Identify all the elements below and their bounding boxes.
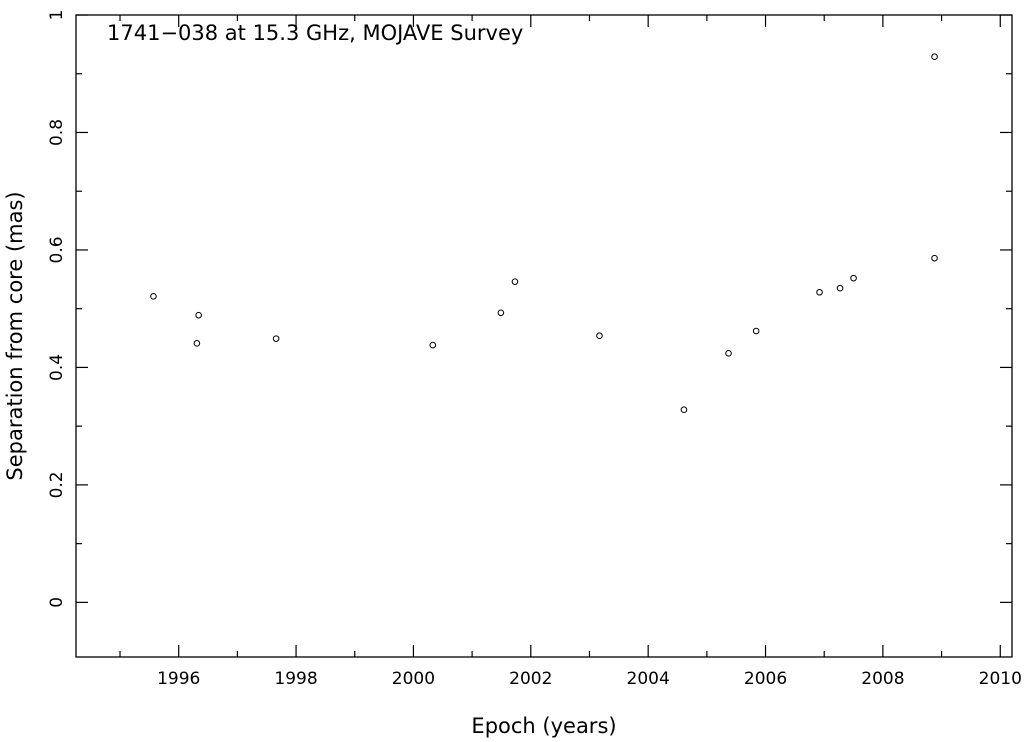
data-point xyxy=(193,340,201,347)
data-point xyxy=(497,309,505,317)
data-point xyxy=(836,284,844,292)
y-tick-label: 1 xyxy=(47,10,67,21)
x-axis-label: Epoch (years) xyxy=(471,714,616,738)
y-axis-label: Separation from core (mas) xyxy=(3,191,27,480)
data-point xyxy=(195,311,202,319)
y-tick-label: 0.6 xyxy=(47,236,67,263)
y-tick-label: 0.4 xyxy=(47,354,67,381)
data-points xyxy=(150,53,938,414)
x-tick-label: 2006 xyxy=(744,669,787,689)
x-tick-label: 2008 xyxy=(861,669,904,689)
x-tick-label: 2002 xyxy=(509,669,552,689)
tick-labels: 1996 1998 2000 2002 2004 2006 2008 2010 0 0.2 0.4 0… xyxy=(47,10,1022,689)
y-tick-label: 0 xyxy=(47,597,67,608)
data-point xyxy=(816,288,823,296)
data-point xyxy=(725,350,732,357)
y-tick-label: 0.2 xyxy=(47,471,67,498)
chart-title: 1741−038 at 15.3 GHz, MOJAVE Survey xyxy=(107,21,523,45)
data-point xyxy=(511,278,519,285)
data-point xyxy=(931,254,938,262)
x-tick-label: 1996 xyxy=(157,669,200,689)
data-point xyxy=(752,327,760,335)
x-tick-label: 2004 xyxy=(627,669,670,689)
data-point xyxy=(931,53,938,61)
axis-ticks xyxy=(76,14,1012,657)
x-tick-label: 1998 xyxy=(274,669,317,689)
y-tick-label: 0.8 xyxy=(47,119,67,146)
data-point xyxy=(596,332,603,340)
x-tick-label: 2000 xyxy=(392,669,435,689)
x-tick-label: 2010 xyxy=(979,669,1022,689)
data-point xyxy=(150,293,157,300)
data-point xyxy=(680,406,688,414)
data-point xyxy=(850,274,857,282)
data-point xyxy=(272,335,280,342)
plot-frame xyxy=(75,14,1013,658)
data-point xyxy=(429,341,437,349)
